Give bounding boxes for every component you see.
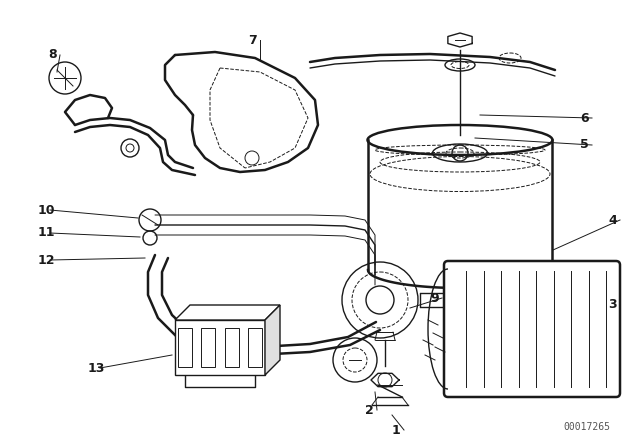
Text: 10: 10 (38, 203, 56, 216)
FancyBboxPatch shape (444, 261, 620, 397)
Text: 4: 4 (608, 214, 617, 227)
Text: 12: 12 (38, 254, 56, 267)
Bar (225, 328, 239, 367)
Bar (202, 328, 215, 367)
Text: 9: 9 (430, 292, 438, 305)
Bar (175, 320, 265, 375)
Text: 1: 1 (392, 423, 401, 436)
Text: 5: 5 (580, 138, 589, 151)
Text: 3: 3 (608, 298, 616, 311)
Text: 11: 11 (38, 227, 56, 240)
Text: 8: 8 (48, 48, 56, 61)
Bar (248, 328, 262, 367)
Bar (178, 328, 192, 367)
Text: 13: 13 (88, 362, 106, 375)
Polygon shape (175, 305, 280, 320)
Text: 6: 6 (580, 112, 589, 125)
Polygon shape (265, 305, 280, 375)
Text: 7: 7 (248, 34, 257, 47)
Text: 2: 2 (365, 404, 374, 417)
Text: 00017265: 00017265 (563, 422, 610, 432)
